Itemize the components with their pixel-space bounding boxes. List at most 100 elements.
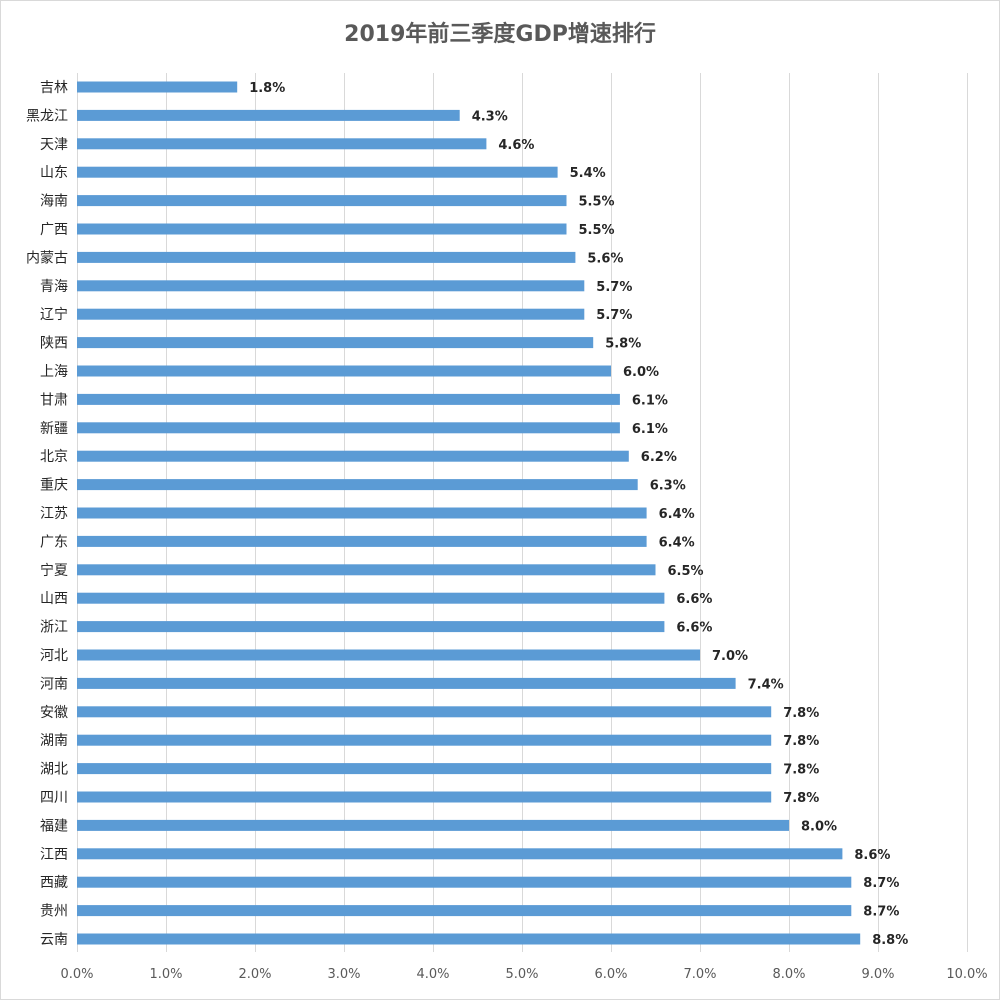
data-label: 7.8% <box>783 791 819 806</box>
category-label: 广东 <box>40 534 68 550</box>
x-tick-label: 4.0% <box>416 967 449 982</box>
data-label: 5.5% <box>579 223 615 238</box>
data-label: 6.2% <box>641 450 677 465</box>
data-label: 8.7% <box>863 905 899 920</box>
bar <box>77 535 647 547</box>
category-label: 湖南 <box>40 733 68 749</box>
bar <box>77 422 620 434</box>
category-label: 新疆 <box>40 421 68 437</box>
category-label: 浙江 <box>40 620 68 636</box>
bar <box>77 933 861 945</box>
chart-title: 2019年前三季度GDP增速排行 <box>344 22 656 47</box>
bar <box>77 365 611 377</box>
x-tick-label: 0.0% <box>60 967 93 982</box>
data-label: 7.4% <box>748 677 784 692</box>
bar <box>77 223 567 235</box>
x-tick-label: 10.0% <box>946 967 987 982</box>
category-label: 云南 <box>40 932 68 948</box>
bar <box>77 109 460 121</box>
category-label: 江西 <box>40 847 68 863</box>
bar <box>77 308 585 320</box>
category-label: 河南 <box>40 676 68 692</box>
category-label: 上海 <box>40 364 68 380</box>
category-label: 重庆 <box>40 478 68 494</box>
bar <box>77 195 567 207</box>
data-label: 7.8% <box>783 763 819 778</box>
data-label: 6.4% <box>659 535 695 550</box>
bar <box>77 280 585 292</box>
bar <box>77 507 647 519</box>
data-label: 4.3% <box>472 109 508 124</box>
bar <box>77 677 736 689</box>
bar <box>77 564 656 576</box>
data-label: 8.0% <box>801 819 837 834</box>
bar <box>77 649 700 661</box>
bar <box>77 791 772 803</box>
data-label: 5.4% <box>570 166 606 181</box>
bar <box>77 905 852 917</box>
x-tick-label: 5.0% <box>505 967 538 982</box>
bar <box>77 706 772 718</box>
data-label: 7.8% <box>783 706 819 721</box>
data-label: 6.1% <box>632 393 668 408</box>
bar <box>77 251 576 263</box>
category-label: 北京 <box>40 449 68 465</box>
category-label: 福建 <box>40 818 68 834</box>
bar <box>77 819 789 831</box>
data-label: 6.0% <box>623 365 659 380</box>
category-label: 陕西 <box>40 336 68 352</box>
data-label: 6.1% <box>632 422 668 437</box>
bar <box>77 479 638 491</box>
category-label: 西藏 <box>40 875 68 891</box>
bar <box>77 81 238 93</box>
data-label: 5.6% <box>587 251 623 266</box>
category-label: 安徽 <box>40 705 68 721</box>
data-label: 6.3% <box>650 479 686 494</box>
category-label: 四川 <box>40 790 68 806</box>
data-label: 8.7% <box>863 876 899 891</box>
category-label: 青海 <box>40 279 68 295</box>
category-label: 海南 <box>40 194 68 210</box>
x-tick-label: 2.0% <box>238 967 271 982</box>
data-label: 5.5% <box>579 195 615 210</box>
category-label: 甘肃 <box>40 392 68 408</box>
category-label: 湖北 <box>40 762 68 778</box>
category-label: 内蒙古 <box>26 250 68 266</box>
data-label: 4.6% <box>498 138 534 153</box>
category-label: 宁夏 <box>40 562 68 579</box>
category-label: 广西 <box>40 222 68 238</box>
labels: 0.0% 1.0% 2.0% 3.0% 4.0% 5.0% 6.0% 7.0% 8.0% 9.0%… <box>26 80 988 982</box>
data-label: 5.7% <box>596 308 632 323</box>
data-label: 5.7% <box>596 280 632 295</box>
bars <box>77 81 861 945</box>
category-label: 山西 <box>40 591 68 607</box>
data-label: 7.0% <box>712 649 748 664</box>
category-label: 天津 <box>40 137 68 153</box>
bar <box>77 393 620 405</box>
bar <box>77 848 843 860</box>
bar <box>77 621 665 633</box>
bar <box>77 166 558 178</box>
data-label: 8.6% <box>854 848 890 863</box>
category-label: 贵州 <box>40 904 68 920</box>
category-label: 江苏 <box>40 506 68 522</box>
data-label: 5.8% <box>605 337 641 352</box>
data-label: 6.6% <box>676 592 712 607</box>
category-label: 河北 <box>40 648 68 664</box>
data-label: 6.6% <box>676 621 712 636</box>
category-label: 黑龙江 <box>26 108 68 124</box>
bar <box>77 763 772 775</box>
data-label: 1.8% <box>249 81 285 96</box>
x-tick-label: 6.0% <box>594 967 627 982</box>
x-tick-label: 1.0% <box>149 967 182 982</box>
x-tick-label: 8.0% <box>772 967 805 982</box>
x-tick-label: 9.0% <box>861 967 894 982</box>
bar <box>77 337 594 349</box>
category-label: 辽宁 <box>40 306 68 323</box>
data-label: 8.8% <box>872 933 908 948</box>
bar <box>77 592 665 604</box>
data-label: 6.4% <box>659 507 695 522</box>
category-label: 山东 <box>40 165 68 181</box>
category-label: 吉林 <box>40 80 68 96</box>
